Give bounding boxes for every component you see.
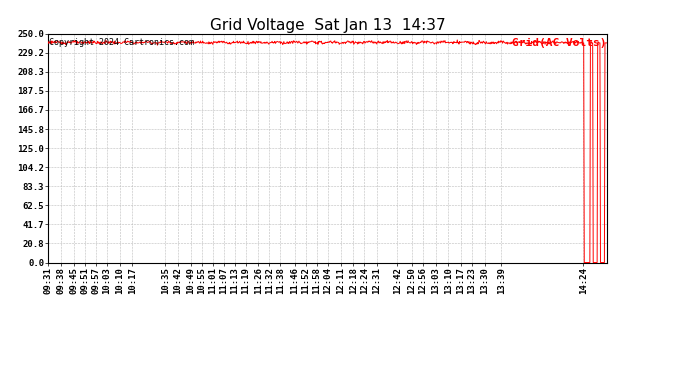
Text: Copyright 2024 Cartronics.com: Copyright 2024 Cartronics.com xyxy=(50,38,195,47)
Title: Grid Voltage  Sat Jan 13  14:37: Grid Voltage Sat Jan 13 14:37 xyxy=(210,18,446,33)
Text: Grid(AC Volts): Grid(AC Volts) xyxy=(512,38,607,48)
